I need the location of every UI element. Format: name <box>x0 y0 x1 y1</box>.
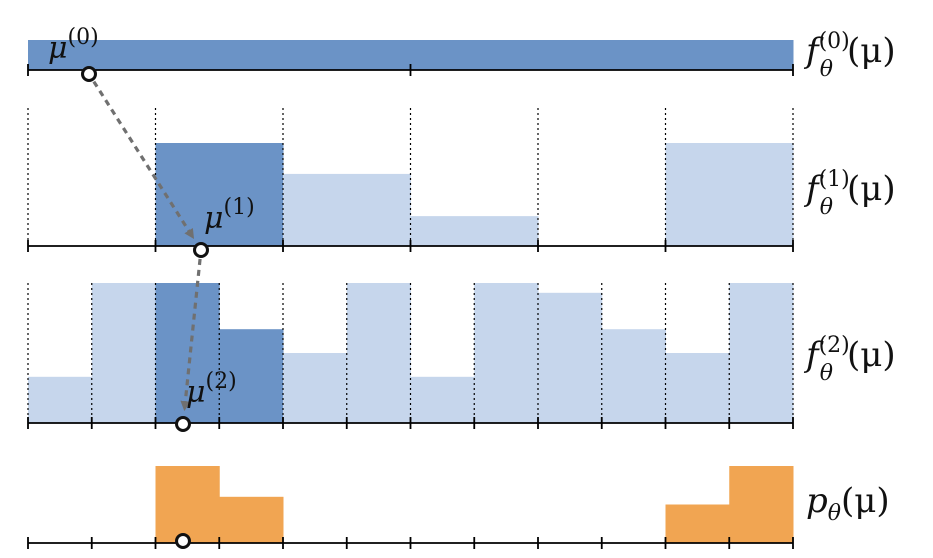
bin-bar <box>474 283 539 423</box>
sample-label: μ(0) <box>48 25 99 66</box>
bin-bar <box>601 329 666 423</box>
bin-bar <box>155 143 284 246</box>
row-label-level1: f(1) θ (μ) <box>803 167 896 220</box>
bin-bar <box>346 283 411 423</box>
bin-bar <box>91 283 156 423</box>
bin-bar <box>665 143 794 246</box>
sample-point <box>175 416 191 432</box>
bin-bar <box>665 504 730 543</box>
bin-bar <box>410 376 475 423</box>
bin-bar <box>283 353 348 423</box>
bin-bar <box>665 353 730 423</box>
sample-point <box>175 533 191 549</box>
bin-bar <box>155 466 220 543</box>
bin-bar <box>219 329 284 423</box>
row-level0 <box>27 40 794 76</box>
bin-bar <box>410 40 794 70</box>
sample-point <box>193 242 209 258</box>
row-label-level0: f(0) θ (μ) <box>803 29 896 82</box>
row-level2 <box>27 283 794 429</box>
row-final <box>27 466 794 549</box>
row-label-level2: f(2) θ (μ) <box>803 333 896 386</box>
bin-bar <box>729 466 794 543</box>
bin-bar <box>155 283 220 423</box>
bin-bar <box>283 173 411 246</box>
bin-bar <box>538 292 603 423</box>
row-label-final: pθ(μ) <box>806 481 890 526</box>
bin-bar <box>219 496 284 543</box>
sampling-arrow <box>92 80 195 240</box>
bin-bar <box>28 40 411 70</box>
sampling-arrows <box>92 80 202 412</box>
sample-label: μ(1) <box>204 195 255 236</box>
bin-bar <box>410 216 539 246</box>
bin-bar <box>729 283 794 423</box>
sample-label: μ(2) <box>186 369 237 410</box>
histogram-rows <box>27 40 794 549</box>
row-labels: f(0) θ (μ) f(1) θ (μ) f(2) θ (μ) pθ(μ) <box>803 29 896 526</box>
sample-point <box>81 66 97 82</box>
bin-bar <box>28 376 93 423</box>
sample-points: μ(0) μ(1) μ(2) <box>48 25 255 549</box>
sampling-arrow <box>180 258 202 412</box>
row-level1 <box>27 108 794 252</box>
